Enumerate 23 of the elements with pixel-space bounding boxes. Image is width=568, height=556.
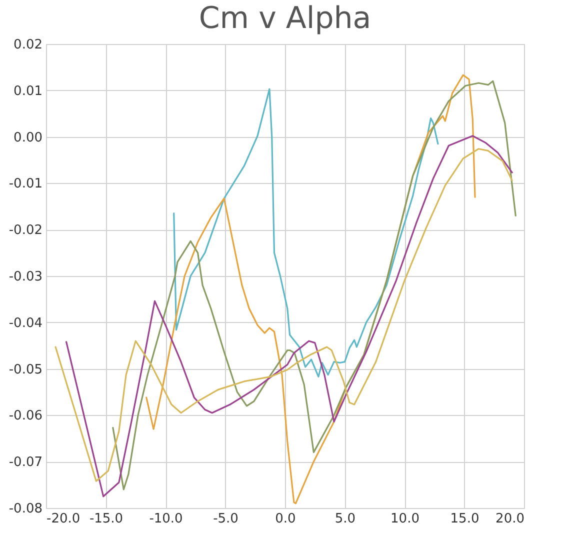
line-series (173, 88, 439, 378)
y-tick-label: -0.03 (8, 270, 42, 284)
y-tick-label: -0.07 (8, 455, 42, 470)
y-tick-label: 0.01 (14, 84, 42, 99)
y-tick-label: -0.06 (8, 408, 42, 424)
y-tick-label: -0.05 (8, 362, 42, 378)
y-tick-label: -0.08 (8, 502, 42, 516)
x-tick-label: 5.0 (334, 512, 356, 526)
y-tick-label: -0.04 (8, 316, 42, 331)
line-series (112, 80, 516, 490)
y-tick-label: 0.02 (14, 38, 42, 52)
x-tick-label: -20.0 (46, 512, 80, 526)
x-tick-label: 10.0 (390, 512, 420, 526)
y-tick-label: 0.00 (14, 130, 42, 146)
x-tick-label: -5.0 (213, 512, 238, 526)
x-tick-label: 20.0 (496, 512, 524, 526)
x-tick-label: 15.0 (450, 512, 480, 526)
y-tick-label: -0.01 (8, 176, 42, 192)
x-tick-label: 0.0 (275, 512, 296, 526)
y-tick-label: -0.02 (8, 223, 42, 238)
chart-title: Cm v Alpha (198, 1, 372, 36)
x-tick-label: -15.0 (89, 512, 124, 526)
x-tick-label: -10.0 (149, 512, 183, 526)
